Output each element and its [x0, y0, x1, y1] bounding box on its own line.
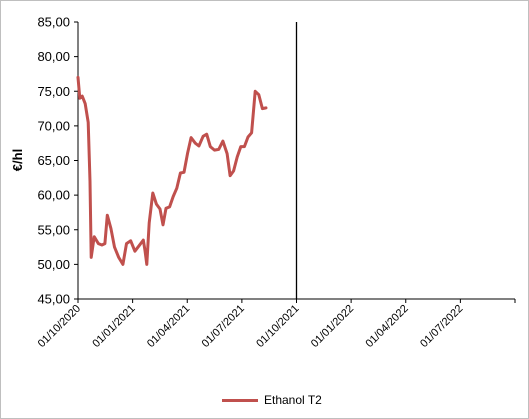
- x-tick-label: 01/04/2021: [145, 303, 192, 350]
- y-tick-label: 85,00: [37, 15, 70, 30]
- y-axis-title: €/hl: [10, 149, 25, 171]
- series-line-ethanol-t2: [76, 75, 268, 266]
- y-tick-label: 50,00: [37, 257, 70, 272]
- x-tick-label: 01/01/2022: [309, 303, 356, 350]
- x-tick-label: 01/01/2021: [90, 303, 137, 350]
- x-tick-label: 01/07/2022: [418, 303, 465, 350]
- x-tick-label: 01/10/2020: [36, 303, 83, 350]
- x-axis-ticks: 01/10/2020 01/01/2021 01/04/2021 01/07/2021…: [36, 299, 516, 350]
- x-tick-label: 01/07/2021: [200, 303, 247, 350]
- legend-label: Ethanol T2: [264, 393, 322, 407]
- x-tick-label: 01/10/2021: [254, 303, 301, 350]
- legend: Ethanol T2: [222, 393, 322, 407]
- y-tick-label: 70,00: [37, 118, 70, 133]
- y-tick-label: 55,00: [37, 222, 70, 237]
- y-tick-label: 60,00: [37, 188, 70, 203]
- y-tick-label: 80,00: [37, 49, 70, 64]
- y-tick-label: 65,00: [37, 153, 70, 168]
- legend-swatch: [222, 398, 258, 402]
- y-axis-ticks: 45,00 50,00 55,00 60,00 65,00 70,00 75,00 80,00…: [37, 15, 78, 307]
- y-tick-label: 45,00: [37, 292, 70, 307]
- x-tick-label: 01/04/2022: [363, 303, 410, 350]
- y-tick-label: 75,00: [37, 84, 70, 99]
